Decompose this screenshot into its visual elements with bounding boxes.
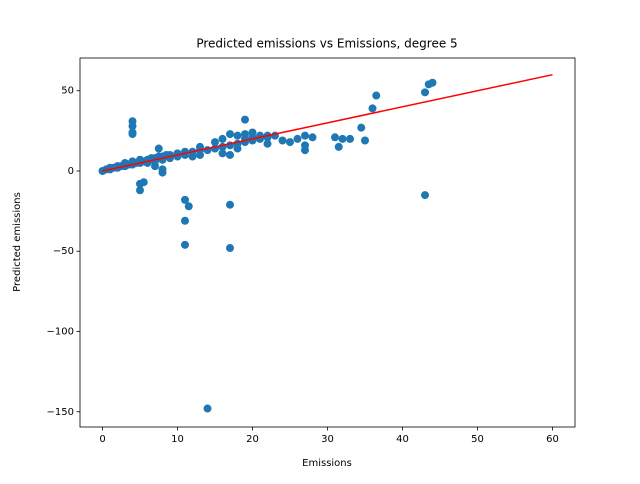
- y-tick-label: −100: [47, 326, 74, 337]
- scatter-point: [139, 178, 148, 187]
- scatter-point: [346, 134, 354, 143]
- y-tick-label: −150: [47, 407, 74, 418]
- chart-title: Predicted emissions vs Emissions, degree…: [196, 37, 457, 51]
- scatter-point: [248, 128, 257, 137]
- scatter-point: [184, 202, 193, 211]
- scatter-point: [181, 216, 189, 225]
- scatter-point: [158, 165, 167, 174]
- x-tick-label: 40: [396, 434, 409, 445]
- scatter-point: [128, 130, 137, 139]
- scatter-point: [154, 144, 163, 153]
- x-tick-label: 0: [99, 434, 105, 445]
- scatter-point: [286, 138, 294, 147]
- scatter-point: [241, 115, 249, 124]
- scatter-point: [188, 152, 197, 161]
- scatter-point: [293, 134, 302, 143]
- scatter-point: [428, 78, 437, 87]
- fit-line: [102, 73, 553, 172]
- scatter-point: [203, 404, 212, 413]
- scatter-point: [128, 122, 137, 131]
- scatter-point: [334, 142, 343, 151]
- scatter-point: [226, 130, 234, 139]
- x-axis-label: Emissions: [302, 458, 352, 469]
- scatter-point: [357, 123, 366, 132]
- scatter-point: [218, 134, 227, 143]
- scatter-point: [301, 141, 309, 150]
- scatter-point: [338, 134, 347, 143]
- scatter-point: [372, 91, 381, 100]
- scatter-point: [421, 191, 429, 200]
- scatter-point: [301, 131, 309, 140]
- scatter-point: [226, 150, 234, 159]
- scatter-point: [181, 195, 189, 204]
- y-tick-label: 0: [68, 166, 74, 177]
- x-tick-label: 60: [546, 434, 559, 445]
- scatter-point: [233, 131, 242, 140]
- scatter-point: [331, 133, 339, 142]
- scatter-point: [421, 88, 429, 97]
- scatter-point: [278, 136, 287, 145]
- y-axis-label: Predicted emissions: [12, 192, 23, 292]
- plot-frame: [79, 57, 576, 428]
- scatter-point: [136, 186, 144, 195]
- scatter-point: [226, 244, 234, 253]
- scatter-point: [361, 136, 369, 145]
- x-tick-label: 20: [246, 434, 259, 445]
- scatter-point: [308, 133, 317, 142]
- y-tick-label: 50: [61, 86, 74, 97]
- y-tick-label: −50: [53, 246, 74, 257]
- x-tick-label: 10: [171, 434, 184, 445]
- scatter-point: [226, 200, 234, 209]
- scatter-point: [263, 139, 272, 148]
- x-tick-label: 50: [471, 434, 484, 445]
- scatter-point: [218, 149, 227, 158]
- scatter-point: [241, 130, 249, 139]
- scatter-point: [368, 104, 377, 113]
- scatter-point: [196, 142, 204, 151]
- x-tick-label: 30: [321, 434, 334, 445]
- scatter-point: [211, 138, 219, 147]
- scatter-point: [181, 240, 189, 249]
- scatter-point: [151, 162, 159, 171]
